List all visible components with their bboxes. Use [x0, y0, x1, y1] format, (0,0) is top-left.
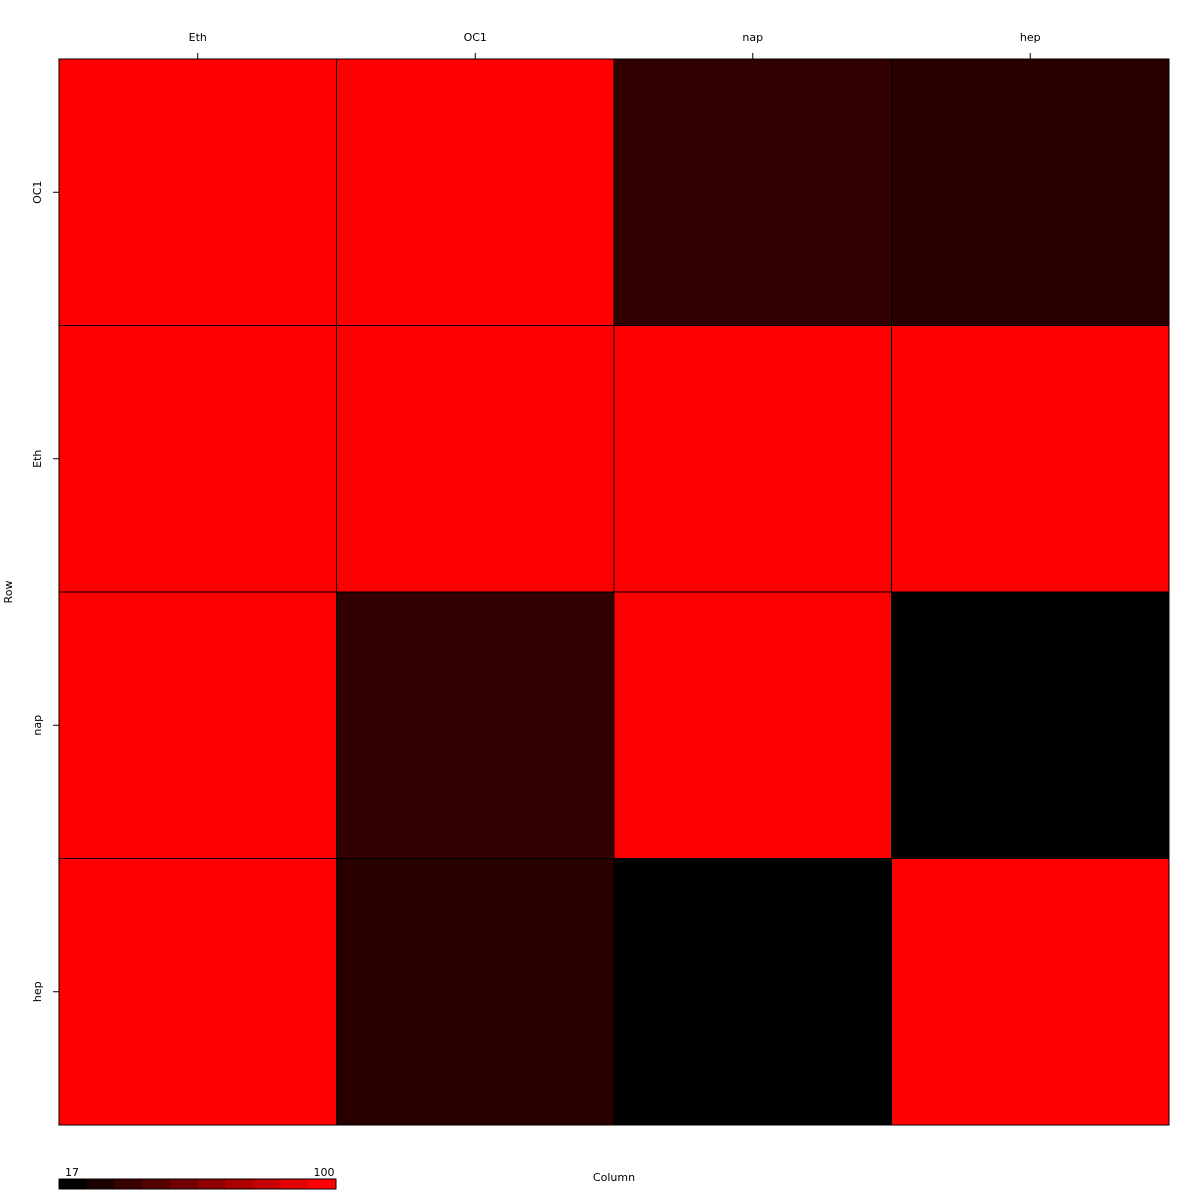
row-label-eth: Eth — [31, 450, 44, 468]
cell-hep-nap — [613, 858, 892, 1126]
cell-nap-eth — [58, 591, 337, 859]
row-label-nap: nap — [31, 715, 44, 736]
row-ticks: OC1 Eth nap hep — [31, 181, 59, 1002]
column-label-nap: nap — [742, 31, 763, 44]
cell-nap-oc1 — [336, 591, 615, 859]
cell-nap-nap — [613, 591, 892, 859]
color-key-swatch — [142, 1179, 171, 1189]
column-label-eth: Eth — [189, 31, 207, 44]
cell-eth-nap — [613, 325, 892, 593]
cell-oc1-nap — [613, 58, 892, 326]
color-key: 17 100 — [58, 1166, 337, 1190]
color-key-swatch — [59, 1179, 88, 1189]
cell-eth-oc1 — [336, 325, 615, 593]
color-key-swatch — [225, 1179, 254, 1189]
row-label-oc1: OC1 — [31, 181, 44, 204]
color-key-swatches — [59, 1179, 337, 1189]
x-axis-label: Column — [593, 1171, 635, 1184]
cell-nap-hep — [891, 591, 1170, 859]
column-label-oc1: OC1 — [464, 31, 487, 44]
cell-hep-oc1 — [336, 858, 615, 1126]
y-axis-label: Row — [2, 581, 15, 604]
cell-hep-eth — [58, 858, 337, 1126]
color-key-frame — [58, 1178, 337, 1190]
color-key-swatch — [86, 1179, 115, 1189]
row-label-hep: hep — [31, 981, 44, 1002]
color-key-swatch — [114, 1179, 143, 1189]
color-key-max-label: 100 — [314, 1166, 335, 1179]
cell-oc1-eth — [58, 58, 337, 326]
cell-oc1-hep — [891, 58, 1170, 326]
cell-eth-eth — [58, 325, 337, 593]
cell-hep-hep — [891, 858, 1170, 1126]
column-ticks: Eth OC1 nap hep — [189, 31, 1041, 59]
color-key-swatch — [252, 1179, 282, 1189]
color-key-swatch — [308, 1179, 337, 1189]
column-label-hep: hep — [1020, 31, 1041, 44]
color-key-swatch — [197, 1179, 226, 1189]
color-key-swatch — [169, 1179, 198, 1189]
color-key-swatch — [280, 1179, 309, 1189]
cell-oc1-oc1 — [336, 58, 615, 326]
color-key-min-label: 17 — [65, 1166, 79, 1179]
heatmap-cells — [58, 58, 1170, 1126]
plot-frame — [58, 58, 1170, 1126]
cell-eth-hep — [891, 325, 1170, 593]
